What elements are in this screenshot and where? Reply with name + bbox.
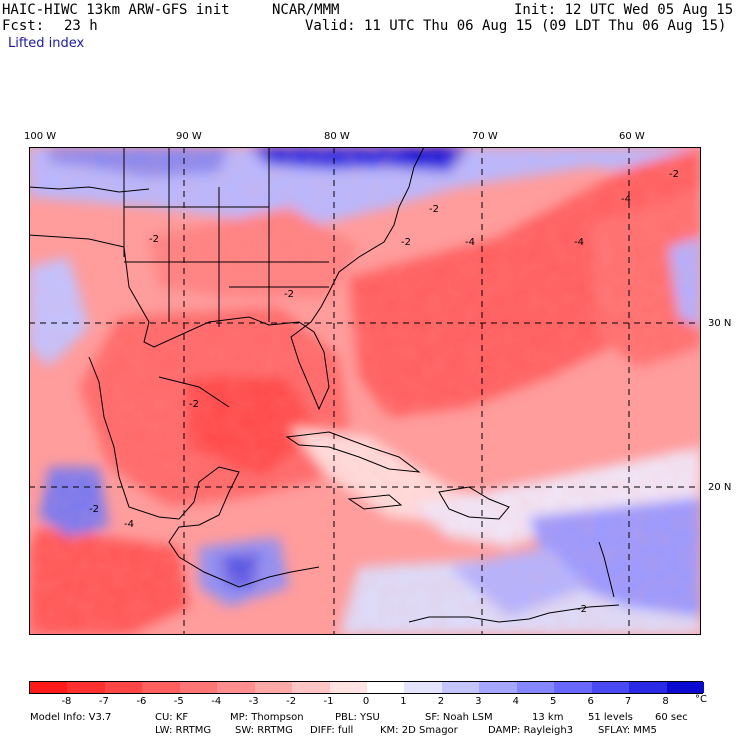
forecast-label: Fcst: <box>2 18 45 34</box>
colorbar-swatch <box>441 682 480 693</box>
colorbar-tick-label: 6 <box>587 696 594 707</box>
km-setting: KM: 2D Smagor <box>380 725 458 736</box>
model-title: HAIC-HIWC 13km ARW-GFS init <box>2 2 230 18</box>
diff-setting: DIFF: full <box>310 725 354 736</box>
lat-label-30n: 30 N <box>708 318 732 329</box>
sf-scheme: SF: Noah LSM <box>425 712 493 723</box>
colorbar-swatch <box>629 682 668 693</box>
colorbar-unit: °C <box>695 694 707 705</box>
sflay-setting: SFLAY: MM5 <box>598 725 657 736</box>
model-version: Model Info: V3.7 <box>30 712 112 723</box>
colorbar-tick-label: 8 <box>662 696 669 707</box>
colorbar-tick-label: 1 <box>400 696 407 707</box>
colorbar-tick-label: 5 <box>550 696 557 707</box>
lon-label-90w: 90 W <box>176 131 202 142</box>
colorbar-swatch <box>67 682 106 693</box>
colorbar-swatch <box>479 682 518 693</box>
contour-label: -4 <box>574 237 584 248</box>
colorbar-tick-label: -4 <box>211 696 222 707</box>
colorbar-tick-label: 3 <box>475 696 482 707</box>
contour-label: -4 <box>124 519 134 530</box>
levels: 51 levels <box>588 712 633 723</box>
valid-time: Valid: 11 UTC Thu 06 Aug 15 (09 LDT Thu … <box>305 18 727 34</box>
sw-scheme: SW: RRTMG <box>235 725 293 736</box>
colorbar-swatch <box>404 682 443 693</box>
lon-label-80w: 80 W <box>324 131 350 142</box>
lon-label-100w: 100 W <box>24 131 57 142</box>
contour-label: -2 <box>669 169 679 180</box>
colorbar-tick-label: -2 <box>286 696 297 707</box>
lw-scheme: LW: RRTMG <box>155 725 212 736</box>
field-name: Lifted index <box>8 36 85 51</box>
init-time: Init: 12 UTC Wed 05 Aug 15 <box>514 2 734 18</box>
resolution: 13 km <box>532 712 564 723</box>
colorbar-swatch <box>254 682 293 693</box>
colorbar-swatch <box>142 682 181 693</box>
colorbar <box>29 681 705 694</box>
lon-label-60w: 60 W <box>619 131 645 142</box>
lon-label-70w: 70 W <box>472 131 498 142</box>
pbl-scheme: PBL: YSU <box>335 712 380 723</box>
colorbar-swatch <box>329 682 368 693</box>
contour-label: -2 <box>284 289 294 300</box>
colorbar-tick-label: -3 <box>248 696 259 707</box>
colorbar-tick-label: 2 <box>437 696 445 707</box>
contour-label: -2 <box>429 204 439 215</box>
colorbar-tick-label: -1 <box>323 696 334 707</box>
contour-label: -4 <box>621 194 631 205</box>
colorbar-swatch <box>179 682 218 693</box>
cu-scheme: CU: KF <box>155 712 189 723</box>
contour-label: -2 <box>577 604 587 615</box>
contour-label: -2 <box>401 237 411 248</box>
lat-label-20n: 20 N <box>708 482 732 493</box>
colorbar-tick-label: 7 <box>624 696 632 707</box>
contour-label: -2 <box>149 234 159 245</box>
colorbar-tick-label: -6 <box>136 696 147 707</box>
org-label: NCAR/MMM <box>272 2 340 18</box>
colorbar-swatch <box>516 682 555 693</box>
colorbar-tick-label: -5 <box>173 696 184 707</box>
contour-label: -4 <box>465 237 475 248</box>
contour-label: -2 <box>89 504 99 515</box>
colorbar-tick-label: 4 <box>512 696 519 707</box>
mp-scheme: MP: Thompson <box>230 712 304 723</box>
colorbar-swatch <box>591 682 630 693</box>
contour-label: -2 <box>189 399 199 410</box>
colorbar-swatch <box>104 682 143 693</box>
damp-setting: DAMP: Rayleigh3 <box>488 725 574 736</box>
colorbar-swatch <box>554 682 593 693</box>
forecast-hour: 23 h <box>64 18 98 34</box>
colorbar-tick-label: -7 <box>98 696 109 707</box>
colorbar-tick-label: 0 <box>362 696 370 707</box>
colorbar-swatch <box>666 682 705 693</box>
colorbar-swatch <box>292 682 331 693</box>
lifted-index-map: -2 -2 -2 -2 -4 -4 -4 -2 -2 -2 -4 -2 <box>29 147 701 635</box>
colorbar-swatch <box>367 682 405 693</box>
colorbar-tick-label: -8 <box>61 696 72 707</box>
colorbar-swatch <box>217 682 256 693</box>
colorbar-swatch <box>30 682 68 693</box>
timestep: 60 sec <box>655 712 688 723</box>
